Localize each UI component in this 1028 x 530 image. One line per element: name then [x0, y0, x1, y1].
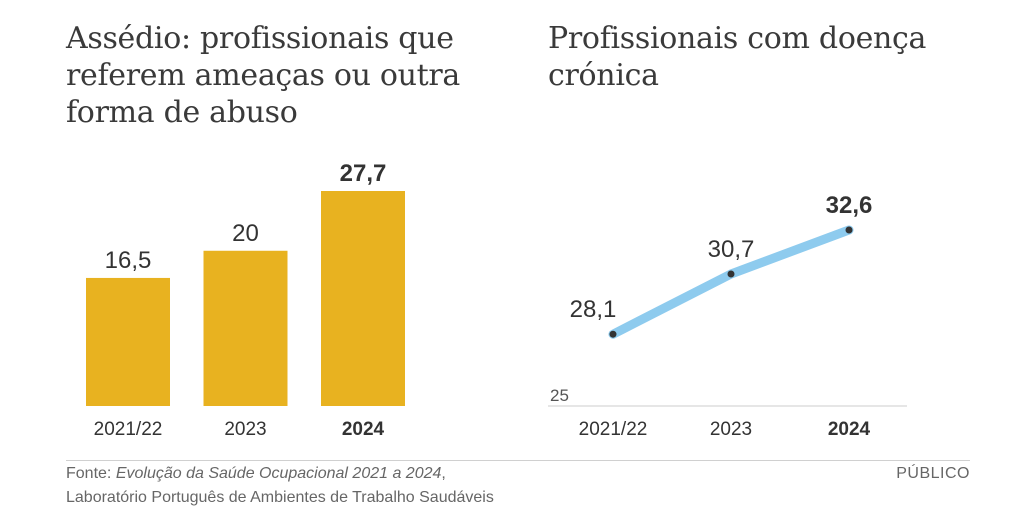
bar-category-label: 2023: [224, 419, 266, 440]
footer-source: Fonte: Evolução da Saúde Ocupacional 202…: [66, 462, 494, 510]
point-value-label: 32,6: [826, 192, 873, 219]
data-point: [609, 330, 617, 338]
point-value-label: 28,1: [570, 296, 617, 323]
data-point: [845, 226, 853, 234]
y-baseline-label: 25: [550, 386, 569, 405]
source-suffix: ,: [441, 465, 446, 482]
footer-divider: [66, 460, 970, 461]
bar-value-label: 16,5: [105, 247, 152, 274]
bar-2024: [321, 191, 405, 406]
point-value-label: 30,7: [708, 236, 755, 263]
source-title: Evolução da Saúde Ocupacional 2021 a 202…: [115, 465, 442, 482]
chart-title-harassment: Assédio: profissionais que referem ameaç…: [66, 21, 461, 130]
bar-value-label: 27,7: [340, 160, 387, 187]
brand-logo-text: PÚBLICO: [896, 465, 970, 482]
line-category-label: 2024: [828, 419, 871, 440]
source-prefix: Fonte:: [66, 465, 116, 482]
bar-2021-22: [86, 277, 170, 406]
line-category-label: 2021/22: [579, 419, 648, 440]
chart-title-chronic-disease: Profissionais com doença crónica: [548, 21, 927, 93]
data-point: [727, 270, 735, 278]
line-category-label: 2023: [710, 419, 752, 440]
bar-2023: [203, 250, 288, 406]
bar-value-label: 20: [232, 220, 259, 247]
source-org: Laboratório Português de Ambientes de Tr…: [66, 489, 494, 506]
bar-category-label: 2024: [342, 419, 385, 440]
bar-category-label: 2021/22: [94, 419, 163, 440]
